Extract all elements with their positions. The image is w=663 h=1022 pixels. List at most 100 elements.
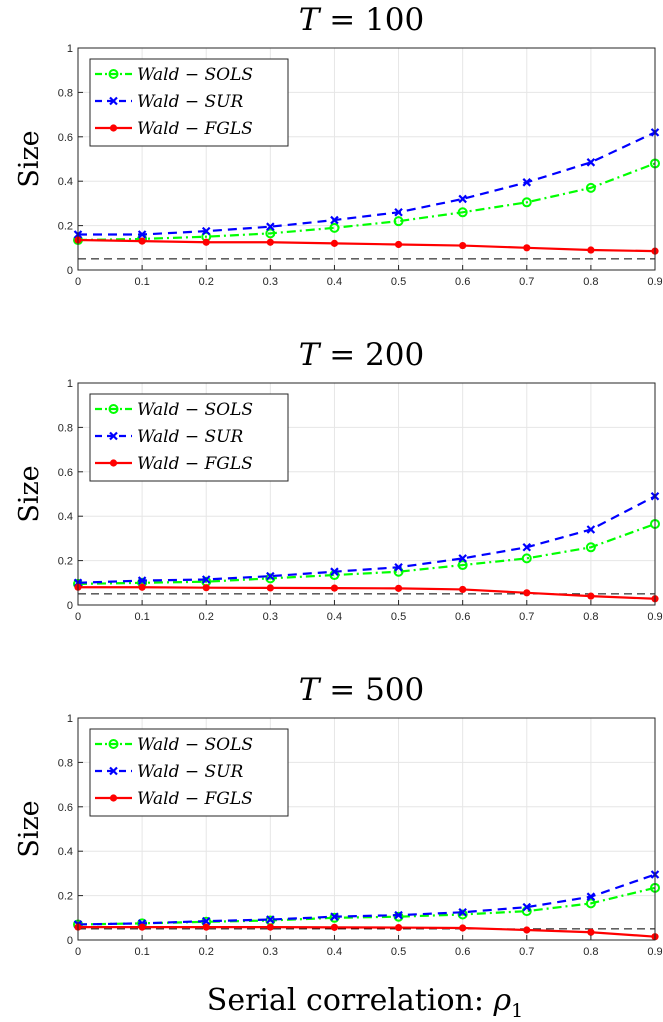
series-line-0: [77, 162, 656, 242]
data-point: [137, 230, 147, 239]
data-point: [457, 560, 468, 571]
x-tick-label: 0.4: [327, 276, 342, 288]
data-point: [265, 573, 276, 584]
data-point: [522, 178, 532, 187]
x-tick-label: 0.4: [327, 611, 342, 623]
y-tick-label: 0: [67, 265, 73, 277]
chart-title: T = 500: [299, 672, 425, 708]
data-point: [266, 571, 275, 581]
y-tick-label: 0: [67, 935, 73, 947]
x-tick-label: 0.2: [199, 611, 214, 623]
data-point: [202, 923, 210, 931]
y-tick-label: 0.4: [58, 846, 73, 858]
data-point: [458, 554, 467, 563]
x-tick-label: 0.7: [519, 611, 534, 623]
data-point: [330, 215, 339, 225]
legend-label: Wald − SUR: [137, 92, 243, 112]
x-tick-label: 0.4: [327, 946, 342, 958]
data-point: [266, 584, 274, 592]
x-tick-label: 0.9: [647, 946, 662, 958]
data-point: [458, 907, 467, 917]
y-tick-label: 1: [67, 43, 73, 55]
data-point: [458, 194, 467, 204]
y-tick-label: 0.4: [58, 176, 73, 188]
x-tick-label: 0.3: [263, 946, 278, 958]
data-point: [459, 241, 467, 250]
legend-label: Wald − SOLS: [137, 65, 253, 85]
x-axis-label-text: Serial correlation:: [207, 983, 494, 1018]
x-tick-label: 0.8: [583, 611, 598, 623]
data-point: [265, 228, 276, 239]
data-point: [393, 216, 404, 227]
legend-label: Wald − SOLS: [137, 735, 253, 755]
chart-panel-2: 0 0.1 0.2 0.3 0.4 0.5 0.6 0.7 0.8 0.9 0 0.2 0.4 0.6 0.…: [14, 337, 663, 623]
data-point: [201, 916, 211, 926]
data-point: [459, 585, 467, 594]
x-tick-label: 0: [75, 276, 81, 288]
data-point: [394, 562, 403, 572]
y-axis-label: Size: [14, 800, 45, 857]
chart-title-variable: T: [299, 337, 322, 373]
data-point: [586, 158, 596, 167]
legend-label: Wald − FGLS: [137, 789, 253, 809]
axes-box: [77, 47, 656, 271]
series-line-2: [77, 238, 656, 253]
legend-marker: [109, 124, 118, 132]
data-point: [587, 928, 595, 936]
legend-marker: [108, 404, 119, 414]
data-point: [459, 924, 467, 932]
x-tick-label: 0: [75, 611, 81, 623]
axes-box: [77, 382, 656, 606]
chart-panel-3: 0 0.1 0.2 0.3 0.4 0.5 0.6 0.7 0.8 0.9 0 0.2 0.4 0.6 0.…: [14, 672, 663, 958]
series-line-2: [78, 586, 656, 600]
legend-label: Wald − SOLS: [137, 400, 253, 420]
chart-title-value: = 200: [319, 337, 424, 373]
data-point: [523, 244, 531, 252]
x-tick-label: 0.6: [455, 276, 470, 288]
x-axis-label-subscript: 1: [511, 1000, 523, 1022]
x-tick-label: 0.1: [134, 611, 149, 623]
legend-label: Wald − SUR: [137, 762, 243, 782]
data-point: [522, 902, 532, 912]
data-point: [585, 182, 596, 193]
x-tick-label: 0.9: [647, 611, 662, 623]
chart-title-value: = 100: [319, 2, 424, 38]
legend-label: Wald − FGLS: [137, 454, 253, 474]
data-point: [394, 584, 403, 592]
y-tick-label: 0.2: [58, 891, 73, 903]
x-tick-label: 0.8: [583, 946, 598, 958]
y-tick-label: 0.6: [58, 467, 73, 479]
series-line-1: [77, 873, 656, 926]
data-point: [138, 583, 146, 591]
legend-box: [89, 58, 289, 147]
legend-box: [89, 728, 289, 817]
series-line-2: [78, 926, 656, 938]
data-point: [202, 584, 210, 592]
chart-title-value: = 500: [319, 672, 424, 708]
data-point: [585, 898, 596, 909]
y-tick-label: 0.8: [58, 757, 73, 769]
data-point: [394, 910, 403, 920]
y-tick-label: 0.6: [58, 132, 73, 144]
x-tick-label: 0.9: [647, 276, 662, 288]
data-point: [394, 208, 403, 217]
x-tick-label: 0.5: [391, 276, 406, 288]
y-tick-label: 1: [67, 378, 73, 390]
legend-marker: [109, 766, 118, 776]
data-point: [202, 238, 210, 246]
data-point: [523, 926, 531, 934]
data-point: [201, 575, 211, 584]
data-point: [138, 237, 146, 245]
data-point: [329, 222, 340, 233]
data-point: [266, 238, 274, 246]
legend-marker: [108, 739, 119, 749]
x-axis-label: Serial correlation: ρ1: [207, 983, 523, 1022]
data-point: [457, 909, 468, 920]
series-line-1: [78, 131, 656, 236]
x-tick-label: 0.2: [199, 276, 214, 288]
data-point: [393, 911, 404, 922]
y-tick-label: 0.2: [58, 556, 73, 568]
chart-title-variable: T: [299, 2, 322, 38]
y-tick-label: 0: [67, 600, 73, 612]
